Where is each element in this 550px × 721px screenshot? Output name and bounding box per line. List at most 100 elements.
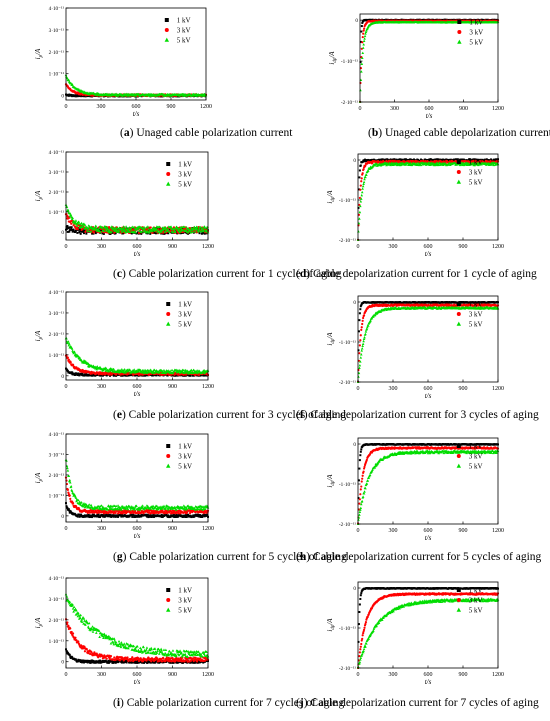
x-tick-label-a: 900 [167, 104, 176, 110]
y-tick-label-a: 4·10⁻¹¹ [49, 6, 65, 12]
point-5kV-c [75, 219, 78, 221]
x-tick-label-b: 300 [390, 106, 399, 112]
legend-label-1kV: 1 kV [469, 19, 483, 27]
point-3kV-e [68, 359, 70, 361]
point-3kV-b [362, 36, 364, 38]
point-5kV-d [358, 217, 361, 219]
point-5kV-d [362, 185, 365, 187]
y-tick-label-a: 2·10⁻¹¹ [49, 50, 65, 56]
y-tick-label-a: 0 [61, 94, 64, 100]
point-1kV-f [359, 312, 361, 314]
legend-marker-1kV [165, 18, 169, 22]
point-3kV-e [70, 361, 72, 363]
point-5kV-b [360, 70, 363, 72]
y-tick-label-b: -1·10⁻¹¹ [341, 59, 359, 65]
point-5kV-d [360, 194, 363, 196]
y-axis-label-c: ip/A [34, 190, 44, 201]
legend-marker-3kV [457, 170, 461, 174]
legend-label-1kV: 1 kV [178, 301, 192, 309]
y-tick-label-c: 1·10⁻¹¹ [49, 210, 65, 216]
x-axis-label-c: t/s [134, 250, 141, 258]
data-points-c [65, 203, 210, 235]
point-5kV-d [357, 230, 360, 232]
legend-label-5kV: 5 kV [178, 321, 192, 329]
x-tick-label-c: 1200 [202, 244, 214, 250]
point-5kV-b [361, 52, 364, 54]
point-3kV-f [360, 334, 362, 336]
point-3kV-d [359, 189, 361, 191]
x-tick-label-e: 0 [65, 384, 68, 390]
point-3kV-c [150, 226, 152, 228]
legend-c: 1 kV3 kV5 kV [166, 161, 192, 189]
point-1kV-b [360, 31, 362, 33]
legend-b: 1 kV3 kV5 kV [457, 19, 483, 47]
y-tick-label-d: -2·10⁻¹¹ [339, 238, 357, 244]
point-1kV-c [71, 226, 73, 228]
point-5kV-d [363, 178, 366, 180]
point-5kV-c [95, 225, 98, 227]
point-1kV-d [358, 176, 360, 178]
point-5kV-d [363, 181, 366, 183]
point-5kV-d [359, 211, 362, 213]
legend-label-3kV: 3 kV [178, 171, 192, 179]
point-3kV-f [359, 344, 361, 346]
point-3kV-f [362, 317, 364, 319]
legend-marker-5kV [165, 38, 169, 42]
legend-marker-5kV [457, 180, 461, 184]
x-tick-label-a: 1200 [200, 104, 212, 110]
x-axis-label-a: t/s [133, 110, 140, 118]
point-5kV-b [362, 43, 365, 45]
legend-label-1kV: 1 kV [178, 161, 192, 169]
legend-label-5kV: 5 kV [469, 179, 483, 187]
legend-d: 1 kV3 kV5 kV [457, 159, 483, 187]
x-axis-label-d: t/s [425, 250, 432, 258]
legend-marker-1kV [457, 160, 461, 164]
point-3kV-c [93, 232, 95, 234]
x-tick-label-a: 0 [65, 104, 68, 110]
legend-marker-3kV [166, 172, 170, 176]
point-5kV-b [359, 89, 362, 91]
point-1kV-c [80, 233, 82, 235]
x-tick-label-b: 1200 [492, 106, 504, 112]
point-1kV-c [73, 229, 75, 231]
point-3kV-f [359, 339, 361, 341]
point-3kV-f [360, 329, 362, 331]
point-5kV-c [147, 225, 150, 227]
legend-marker-5kV [166, 182, 170, 186]
point-5kV-c [122, 225, 125, 227]
y-axis-label-e: ip/A [34, 330, 44, 341]
plot-frame-b [360, 14, 498, 102]
x-tick-label-d: 0 [357, 244, 360, 250]
x-tick-label-e: 900 [168, 384, 177, 390]
legend-label-3kV: 3 kV [177, 27, 191, 35]
point-3kV-d [361, 177, 363, 179]
x-tick-label-b: 0 [359, 106, 362, 112]
y-axis-label-d: idp/A [326, 190, 336, 204]
point-3kV-d [363, 168, 365, 170]
y-axis-label-a: ip/A [34, 48, 44, 59]
y-tick-label-a: 1·10⁻¹¹ [49, 72, 65, 78]
point-3kV-b [363, 28, 365, 30]
y-tick-label-a: 3·10⁻¹¹ [49, 28, 65, 34]
legend-label-3kV: 3 kV [178, 311, 192, 319]
x-tick-label-e: 1200 [202, 384, 214, 390]
data-points-a [65, 74, 208, 98]
point-1kV-f [358, 319, 360, 321]
x-tick-label-c: 0 [65, 244, 68, 250]
legend-label-3kV: 3 kV [469, 169, 483, 177]
y-tick-label-e: 0 [61, 374, 64, 380]
legend-marker-1kV [457, 20, 461, 24]
data-points-e [65, 337, 210, 377]
legend-marker-3kV [166, 312, 170, 316]
x-tick-label-a: 300 [97, 104, 106, 110]
legend-marker-3kV [165, 28, 169, 32]
point-5kV-b [362, 46, 365, 48]
legend-e: 1 kV 3 kV 5 kV [166, 301, 192, 329]
